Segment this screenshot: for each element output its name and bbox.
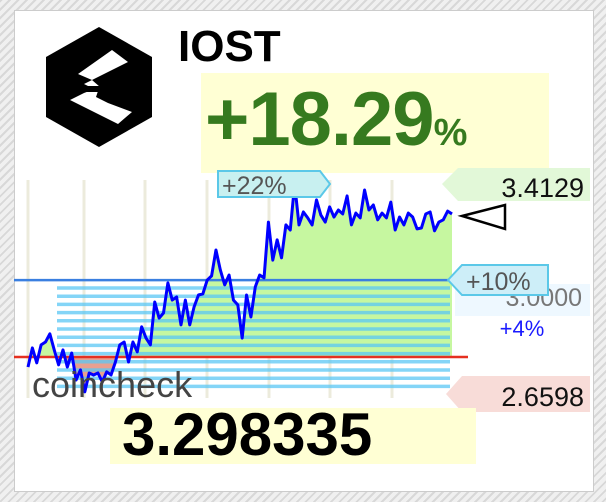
high-price-label: 3.4129 [501,173,584,203]
change-value: +18.29 [205,77,435,162]
current-price-pointer-icon [457,203,507,231]
current-price: 3.298335 [122,401,373,468]
change-percent: +18.29% [205,76,468,163]
ref-pct-callout [446,264,549,296]
max-pct-label: +22% [222,172,287,200]
exchange-label: coincheck [32,364,193,405]
ref-pct-label: +10% [466,268,531,296]
low-label-bg [446,376,590,412]
change-highlight [201,73,549,173]
max-pct-callout [217,170,332,198]
coin-title: IOST [178,22,281,71]
change-unit: % [433,112,468,154]
level-pct-label: +4% [500,316,545,341]
price-highlight [110,408,476,464]
price-line [26,182,453,394]
low-price-label: 2.6598 [501,382,584,412]
high-label-bg [442,168,590,201]
